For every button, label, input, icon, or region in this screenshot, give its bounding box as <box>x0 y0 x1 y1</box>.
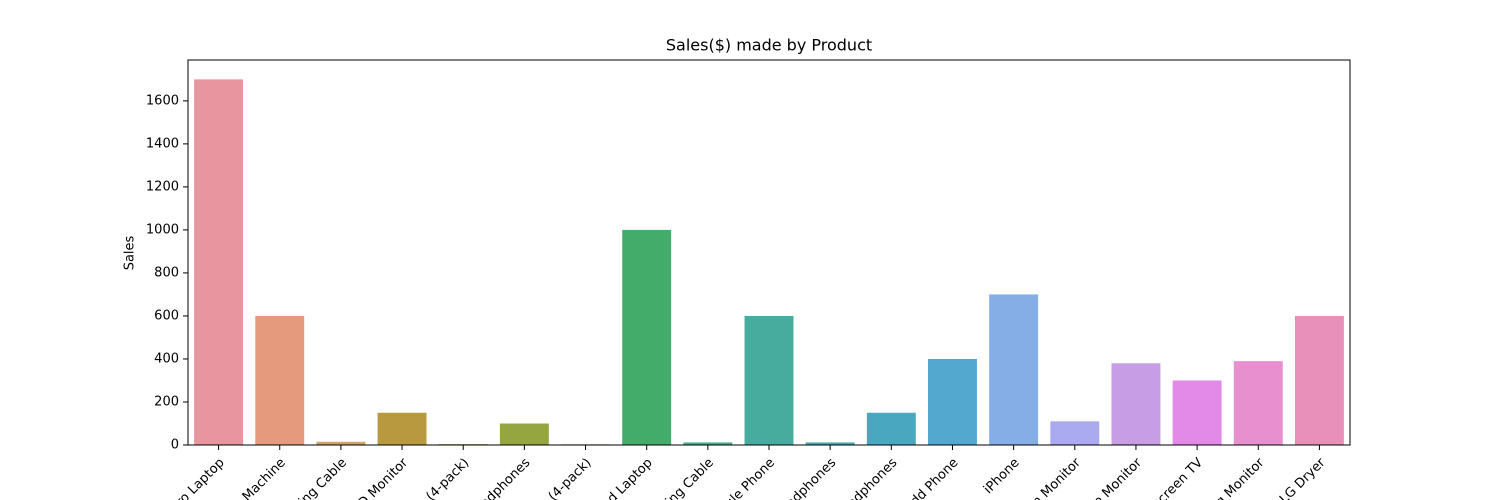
y-tick-label: 800 <box>154 265 179 280</box>
bar <box>499 423 549 445</box>
bar <box>622 229 672 445</box>
bar <box>1111 363 1161 445</box>
y-tick-label: 400 <box>154 351 179 366</box>
y-axis-label: Sales <box>123 235 138 270</box>
y-tick-label: 1200 <box>146 179 179 194</box>
y-tick-label: 200 <box>154 394 179 409</box>
bar <box>1172 380 1222 445</box>
bar <box>744 315 794 445</box>
bar <box>683 442 733 445</box>
y-tick-label: 1000 <box>146 222 179 237</box>
bar <box>316 441 366 445</box>
bar <box>194 79 244 445</box>
x-tick-label: Macbook Pro Laptop <box>124 455 228 500</box>
bar <box>1233 361 1283 445</box>
y-tick-label: 1400 <box>146 136 179 151</box>
plot-frame <box>187 59 1351 446</box>
y-tick-label: 600 <box>154 308 179 323</box>
bar <box>1294 315 1344 445</box>
bar <box>928 358 977 445</box>
bar <box>1050 421 1100 445</box>
bar <box>805 442 855 445</box>
bar <box>377 412 427 445</box>
chart-title: Sales($) made by Product <box>666 36 872 55</box>
bar <box>255 315 305 445</box>
y-tick-label: 1600 <box>146 93 179 108</box>
x-tick-label: LG Dryer <box>1277 455 1329 500</box>
bar <box>989 294 1039 445</box>
x-tick-label: 20in Monitor <box>1015 455 1084 500</box>
bar <box>866 412 916 445</box>
y-tick-label: 0 <box>171 438 179 453</box>
x-tick-label: Flatscreen TV <box>1133 455 1206 500</box>
x-tick-label: Google Phone <box>704 455 778 500</box>
x-tick-label: iPhone <box>981 455 1023 497</box>
